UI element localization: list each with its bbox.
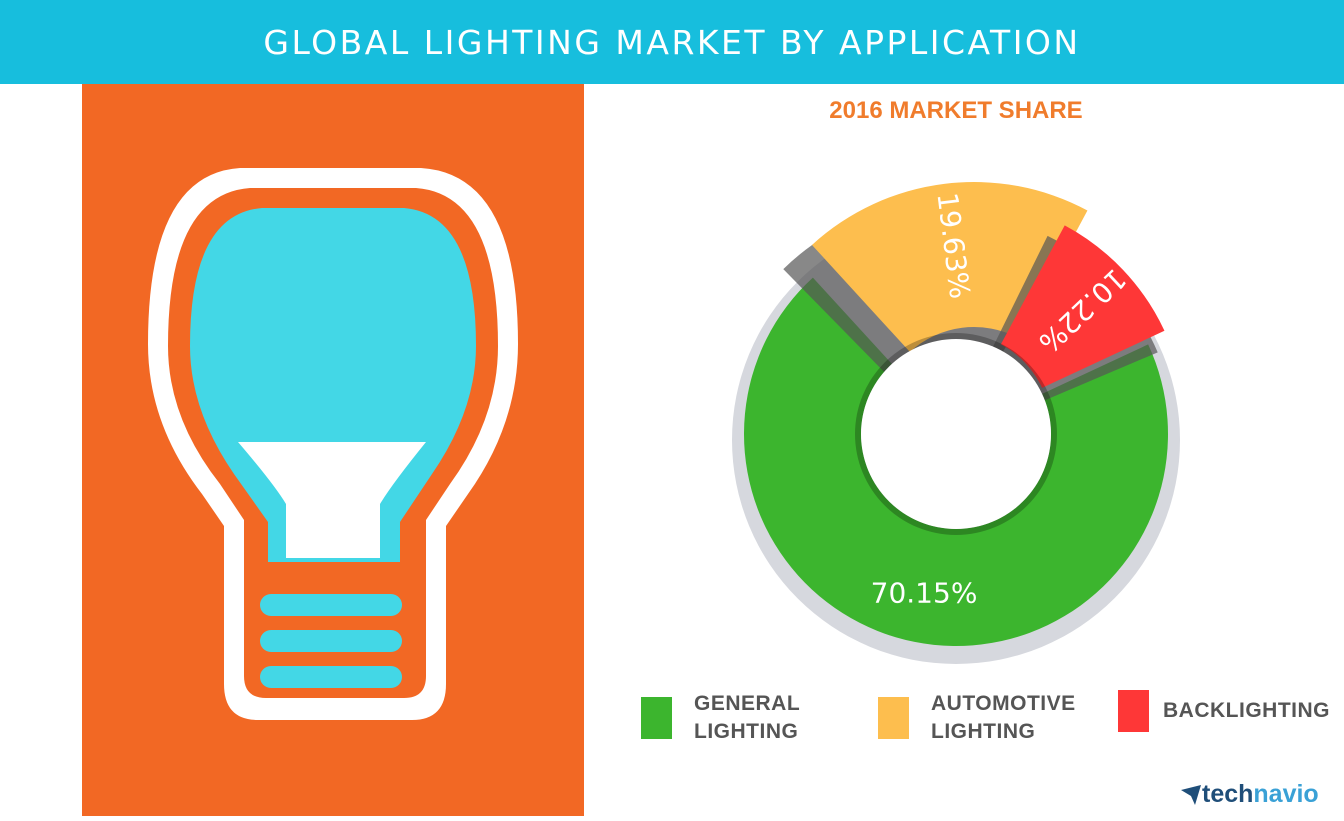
legend-swatch-general (641, 697, 672, 739)
brand-text-tech: tech (1202, 780, 1254, 808)
legend-label-backlighting: BACKLIGHTING (1163, 697, 1330, 725)
legend-item-general-lighting: GENERAL LIGHTING (641, 690, 844, 746)
pie-slices (732, 182, 1180, 664)
legend-swatch-backlighting (1118, 690, 1149, 732)
technavio-logo-icon (1181, 784, 1201, 805)
pie-slice-backlighting (1000, 225, 1165, 388)
page-title: GLOBAL LIGHTING MARKET BY APPLICATION (263, 22, 1081, 62)
bulb-base-stripe (260, 594, 402, 616)
legend-item-automotive-lighting: AUTOMOTIVE LIGHTING (878, 690, 1081, 746)
legend-text: BACKLIGHTING (1163, 699, 1330, 722)
brand-text-navio: navio (1253, 780, 1319, 808)
legend-item-backlighting: BACKLIGHTING (1118, 690, 1330, 732)
illustration-panel (82, 84, 584, 816)
light-bulb-icon (148, 168, 518, 720)
donut-hole (861, 339, 1051, 529)
legend-text: LIGHTING (694, 720, 799, 743)
legend-text: GENERAL (694, 692, 801, 715)
legend-text: AUTOMOTIVE (931, 692, 1076, 715)
bulb-glass (190, 208, 476, 562)
bulb-base-stripe (260, 630, 402, 652)
technavio-logo: tech navio (1180, 780, 1319, 809)
chart-title: 2016 MARKET SHARE (829, 97, 1082, 124)
market-share-chart: 2016 MARKET SHARE 70.15%19.63%10.22% (732, 97, 1180, 664)
legend-text: LIGHTING (931, 720, 1036, 743)
pie-slice-general-lighting (744, 277, 1168, 646)
bulb-base-stripe (260, 666, 402, 688)
bulb-reflector (238, 442, 426, 558)
pie-slice-label: 70.15% (871, 576, 978, 609)
legend-label-automotive: AUTOMOTIVE LIGHTING (931, 690, 1081, 746)
header-banner: GLOBAL LIGHTING MARKET BY APPLICATION (0, 0, 1344, 84)
legend-label-general: GENERAL LIGHTING (694, 690, 844, 746)
legend-swatch-automotive (878, 697, 909, 739)
